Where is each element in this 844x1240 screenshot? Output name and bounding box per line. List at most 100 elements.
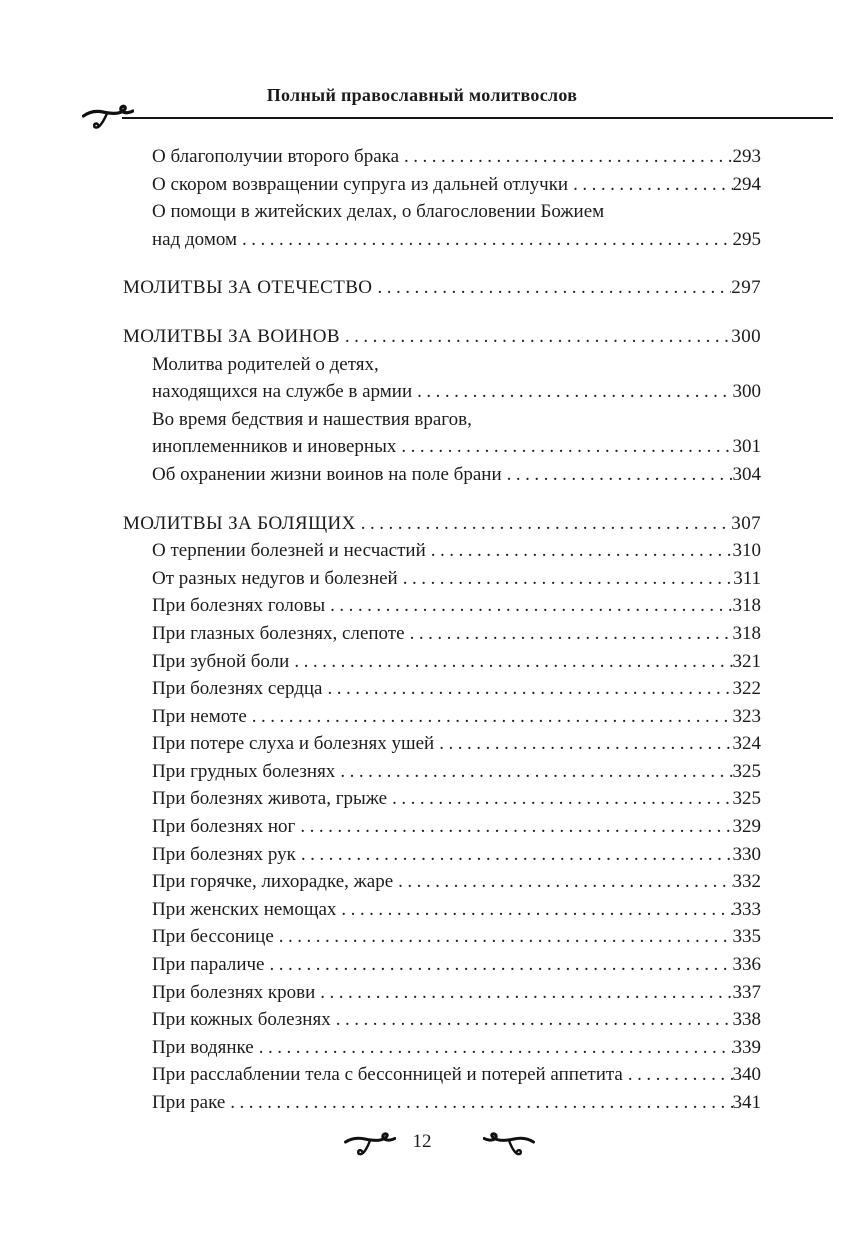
toc-section-title: МОЛИТВЫ ЗА ОТЕЧЕСТВО: [123, 277, 373, 299]
toc-entry-row: При параличе 336: [123, 951, 761, 979]
toc-entry-row: При раке 341: [123, 1089, 761, 1117]
toc-list: О благополучии второго брака 293 О скором …: [123, 143, 761, 1117]
toc-entry-row: При горячке, лихорадке, жаре 332: [123, 868, 761, 896]
toc-entry-title: При параличе: [152, 954, 265, 976]
toc-entry-page: 293: [732, 146, 762, 167]
toc-entry-row: При потере слуха и болезнях ушей 324: [123, 730, 761, 758]
toc-entry-row: При расслаблении тела с бессонницей и по…: [123, 1061, 761, 1089]
dot-leader: [426, 537, 733, 565]
toc-entry-title: Молитва родителей о детях,: [152, 353, 379, 375]
toc-entry-page: 300: [732, 381, 762, 403]
dot-leader: [568, 171, 732, 199]
toc-entry-title: При горячке, лихорадке, жаре: [152, 871, 394, 893]
dot-leader: [295, 813, 732, 841]
dot-leader: [322, 675, 732, 703]
toc-entry-title: При болезнях живота, грыже: [152, 788, 388, 810]
dot-leader: [254, 1034, 733, 1062]
toc-section-row: МОЛИТВЫ ЗА БОЛЯЩИХ 307: [123, 510, 761, 538]
dot-leader: [405, 620, 733, 648]
toc-entry-page: 322: [732, 678, 762, 700]
toc-entry-title: При болезнях сердца: [152, 678, 323, 700]
toc-entry-page: 340: [732, 1064, 762, 1086]
toc-entry-title: При раке: [152, 1092, 226, 1113]
toc-entry-row: При болезнях рук 330: [123, 841, 761, 869]
toc-entry-title: О скором возвращении супруга из дальней …: [152, 173, 569, 195]
dot-leader: [336, 896, 732, 924]
dot-leader: [502, 461, 733, 489]
page-footer: 12: [0, 1126, 844, 1160]
flourish-icon: [81, 103, 135, 133]
toc-entry-row: При грудных болезнях 325: [123, 758, 761, 786]
toc-entry-page: 301: [732, 436, 762, 458]
toc-entry-title: над домом: [152, 228, 238, 250]
toc-entry-title: О помощи в житейских делах, о благослове…: [152, 201, 605, 223]
toc-entry-page: 325: [732, 760, 762, 782]
toc-entry-row: От разных недугов и болезней 311: [123, 565, 761, 593]
dot-leader: [434, 730, 732, 758]
toc-entry-row: При болезнях сердца 322: [123, 675, 761, 703]
toc-entry-page: 310: [732, 540, 762, 562]
toc-entry-title: При болезнях рук: [152, 843, 296, 865]
dot-leader: [412, 378, 732, 406]
dot-leader: [247, 703, 733, 731]
toc-entry-row: При бессонице 335: [123, 923, 761, 951]
toc-entry-row: над домом 295: [123, 226, 761, 254]
toc-entry-row: находящихся на службе в армии 300: [123, 378, 761, 406]
toc-entry-title: При женских немощах: [152, 898, 337, 920]
toc-entry-title: Во время бедствия и нашествия врагов,: [152, 408, 472, 430]
running-header-title: Полный православный молитвослов: [266, 85, 578, 105]
toc-entry-title: иноплеменников и иноверных: [152, 436, 397, 458]
toc-entry-row: О терпении болезней и несчастий 310: [123, 537, 761, 565]
dot-leader: [356, 510, 732, 538]
dot-leader: [340, 323, 731, 351]
toc-entry-title: При немоте: [152, 705, 247, 727]
header-rule: [122, 117, 833, 119]
toc-entry-row: При болезнях ног 329: [123, 813, 761, 841]
toc-entry-title: При потере слуха и болезнях ушей: [152, 733, 435, 755]
toc-entry-row: Об охранении жизни воинов на поле брани 3…: [123, 461, 761, 489]
toc-entry-title: При расслаблении тела с бессонницей и по…: [152, 1064, 623, 1086]
dot-leader: [623, 1061, 733, 1089]
dot-leader: [274, 923, 733, 951]
toc-entry-row: иноплеменников и иноверных 301: [123, 433, 761, 461]
toc-entry-title: От разных недугов и болезней: [152, 567, 398, 589]
toc-section-row: МОЛИТВЫ ЗА ВОИНОВ 300: [123, 323, 761, 351]
dot-leader: [315, 979, 732, 1007]
dot-leader: [264, 951, 732, 979]
toc-entry-title: При кожных болезнях: [152, 1009, 331, 1031]
toc-entry-page: 318: [732, 595, 762, 617]
dot-leader: [331, 1006, 733, 1034]
toc-entry-title: При глазных болезнях, слепоте: [152, 622, 405, 644]
toc-entry-title: Об охранении жизни воинов на поле брани: [152, 463, 502, 485]
dot-leader: [387, 785, 732, 813]
toc-entry-page: 294: [732, 173, 762, 195]
toc-entry-row: При кожных болезнях 338: [123, 1006, 761, 1034]
toc-entry-page: 332: [732, 871, 762, 893]
toc-entry-page: 324: [732, 733, 762, 755]
toc-entry-title: При болезнях ног: [152, 816, 296, 838]
toc-entry-page: 311: [733, 567, 761, 589]
dot-leader: [237, 226, 732, 254]
toc-entry-row: При зубной боли 321: [123, 648, 761, 676]
toc-entry-page: 300: [731, 325, 761, 347]
dot-leader: [335, 758, 732, 786]
toc-entry-row: Молитва родителей о детях,: [123, 351, 761, 379]
dot-leader: [372, 274, 731, 302]
toc-entry-title: О благополучии второго брака: [152, 146, 400, 167]
dot-leader: [289, 648, 732, 676]
toc-entry-page: 307: [731, 512, 761, 534]
toc-entry-page: 329: [732, 816, 762, 838]
toc-entry-page: 297: [731, 277, 761, 299]
toc-entry-page: 338: [732, 1009, 762, 1031]
toc-entry-page: 336: [732, 954, 762, 976]
dot-leader: [396, 433, 732, 461]
toc-entry-row: При женских немощах 333: [123, 896, 761, 924]
dot-leader: [399, 143, 732, 171]
toc-entry-row: При немоте 323: [123, 703, 761, 731]
toc-entry-page: 295: [732, 228, 762, 250]
toc-entry-row: При водянке 339: [123, 1034, 761, 1062]
toc-entry-title: При водянке: [152, 1036, 254, 1058]
toc-entry-page: 330: [732, 843, 762, 865]
toc-entry-page: 321: [732, 650, 762, 672]
